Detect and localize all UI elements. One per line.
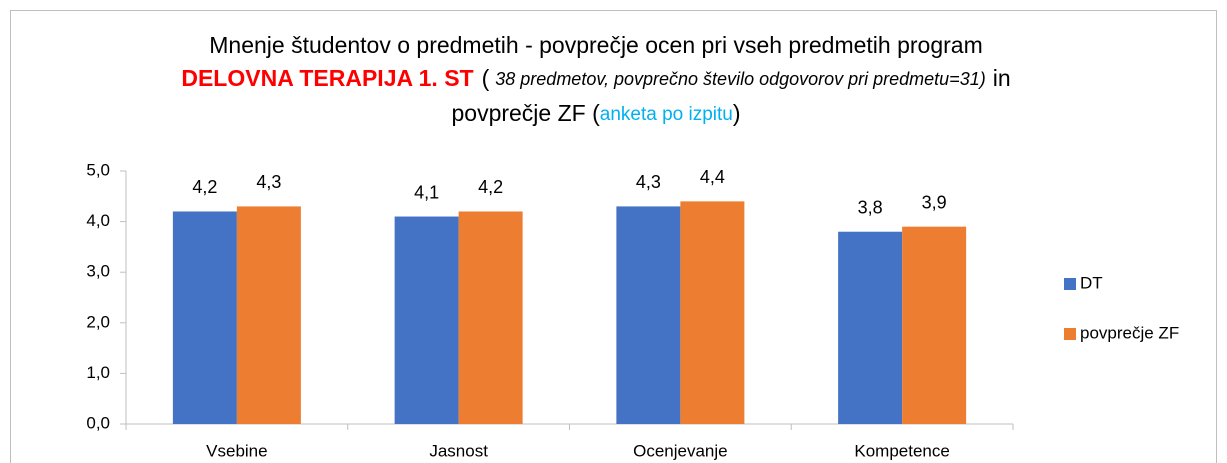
- y-tick-label: 1,0: [86, 363, 110, 382]
- y-tick-label: 5,0: [86, 160, 110, 179]
- x-tick-label: Jasnost: [429, 441, 488, 460]
- y-tick-label: 2,0: [86, 312, 110, 331]
- title-paren: ): [733, 100, 741, 126]
- x-tick-label: Kompetence: [854, 441, 949, 460]
- bar: [838, 231, 903, 424]
- bar: [394, 216, 459, 424]
- x-tick-label: Vsebine: [206, 441, 267, 460]
- bar: [902, 226, 967, 424]
- value-label: 3,8: [858, 197, 883, 217]
- title-survey: anketa po izpitu: [600, 104, 733, 125]
- bar: [172, 211, 237, 424]
- value-label: 4,3: [256, 172, 281, 192]
- y-tick-label: 0,0: [86, 413, 110, 432]
- legend-swatch: [1064, 328, 1076, 340]
- value-label: 4,4: [700, 167, 725, 187]
- legend-label: DT: [1080, 273, 1103, 292]
- x-tick-label: Ocenjevanje: [633, 441, 728, 460]
- title-line: povprečje ZF (: [451, 100, 600, 126]
- title-note: 38 predmetov, povprečno število odgovoro…: [495, 69, 985, 89]
- chart-title: DELOVNA TERAPIJA 1. ST (38 predmetov, pov…: [181, 65, 1010, 91]
- value-label: 4,2: [478, 177, 503, 197]
- legend-label: povprečje ZF: [1080, 323, 1179, 342]
- bar: [458, 211, 523, 424]
- chart-title: povprečje ZF (anketa po izpitu): [451, 100, 740, 126]
- title-line: Mnenje študentov o predmetih - povprečje…: [209, 32, 982, 58]
- title-in: in: [993, 65, 1011, 91]
- title-program: DELOVNA TERAPIJA 1. ST: [181, 65, 473, 91]
- legend-swatch: [1064, 278, 1076, 290]
- bar: [680, 201, 745, 424]
- chart-title: Mnenje študentov o predmetih - povprečje…: [209, 32, 982, 58]
- title-paren: (: [482, 65, 490, 91]
- y-tick-label: 4,0: [86, 211, 110, 230]
- y-tick-label: 3,0: [86, 262, 110, 281]
- value-label: 4,2: [192, 177, 217, 197]
- bar: [616, 206, 681, 424]
- value-label: 3,9: [922, 192, 947, 212]
- value-label: 4,1: [414, 182, 439, 202]
- value-label: 4,3: [636, 172, 661, 192]
- bar: [236, 206, 301, 424]
